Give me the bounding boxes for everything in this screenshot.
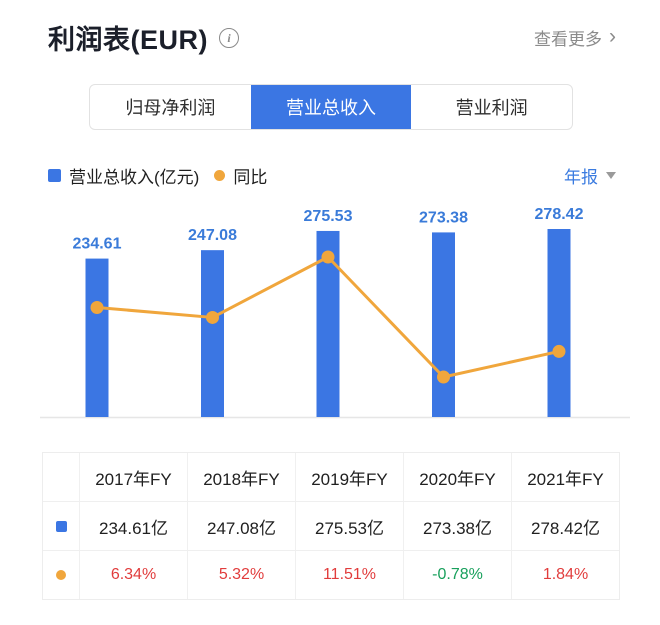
bar-2018年FY[interactable] xyxy=(201,250,224,417)
line-series-marker-icon xyxy=(56,570,66,580)
bar-2021年FY[interactable] xyxy=(547,229,571,417)
title-group: 利润表(EUR) i xyxy=(48,18,239,57)
chevron-down-icon xyxy=(606,172,616,179)
table-cell-yoy: 1.84% xyxy=(511,551,619,599)
yoy-point-2017年FY[interactable] xyxy=(90,300,104,314)
table-header-2017年FY: 2017年FY xyxy=(79,453,187,501)
yoy-point-2020年FY[interactable] xyxy=(437,370,450,384)
table-row-revenue: 234.61亿 247.08亿 275.53亿 273.38亿 278.42亿 xyxy=(43,501,619,550)
table-header-2018年FY: 2018年FY xyxy=(187,453,295,501)
yoy-point-2018年FY[interactable] xyxy=(206,310,219,324)
view-more-link[interactable]: 查看更多 › xyxy=(534,25,616,50)
tab-营业总收入[interactable]: 营业总收入 xyxy=(250,85,412,129)
table-cell-yoy: -0.78% xyxy=(403,551,511,599)
bar-value-label: 273.38 xyxy=(419,209,468,226)
view-more-label: 查看更多 xyxy=(534,30,602,49)
line-series-swatch-icon xyxy=(214,170,226,181)
bar-value-label: 278.42 xyxy=(535,206,584,223)
bar-line-chart[interactable]: 234.61 247.08 275.53 273.38 278.42 xyxy=(40,202,630,434)
table-cell-revenue: 278.42亿 xyxy=(511,502,619,550)
table-header-2019年FY: 2019年FY xyxy=(295,453,403,501)
table-cell-yoy: 6.34% xyxy=(79,551,187,599)
bar-value-label: 275.53 xyxy=(304,208,353,225)
table-header-2021年FY: 2021年FY xyxy=(511,453,619,501)
yoy-point-2021年FY[interactable] xyxy=(552,344,566,358)
table-row-yoy: 6.34% 5.32% 11.51% -0.78% 1.84% xyxy=(43,550,619,599)
table-marker-cell xyxy=(43,551,79,599)
data-table: 2017年FY 2018年FY 2019年FY 2020年FY 2021年FY 234.6… xyxy=(42,452,620,600)
period-selector[interactable]: 年报 xyxy=(564,163,616,188)
yoy-point-2019年FY[interactable] xyxy=(321,250,335,264)
table-cell-revenue: 234.61亿 xyxy=(79,502,187,550)
period-selector-value: 年报 xyxy=(564,168,598,187)
page-title: 利润表(EUR) xyxy=(48,25,208,55)
bar-2019年FY[interactable] xyxy=(316,230,340,417)
legend-row: 营业总收入(亿元) 同比 年报 xyxy=(48,163,616,188)
bar-value-label: 247.08 xyxy=(188,227,237,244)
bar-2017年FY[interactable] xyxy=(85,258,109,417)
chevron-right-icon: › xyxy=(609,25,616,48)
chart-legend: 营业总收入(亿元) 同比 xyxy=(48,163,267,188)
table-marker-cell xyxy=(43,502,79,550)
bar-value-label: 234.61 xyxy=(73,236,122,253)
bar-series-marker-icon xyxy=(55,520,67,532)
table-cell-yoy: 5.32% xyxy=(187,551,295,599)
table-cell-revenue: 275.53亿 xyxy=(295,502,403,550)
profit-statement-card: 利润表(EUR) i 查看更多 › 归母净利润 营业总收入 营业利润 营业总收入(亿… xyxy=(0,18,660,600)
card-header: 利润表(EUR) i 查看更多 › xyxy=(0,18,660,57)
table-cell-yoy: 11.51% xyxy=(295,551,403,599)
table-cell-revenue: 247.08亿 xyxy=(187,502,295,550)
tab-营业利润[interactable]: 营业利润 xyxy=(455,98,528,118)
bar-series-swatch-icon xyxy=(48,169,61,182)
info-icon[interactable]: i xyxy=(219,27,239,48)
table-cell-revenue: 273.38亿 xyxy=(403,502,511,550)
metric-tab-bar: 归母净利润 营业总收入 营业利润 xyxy=(89,84,573,130)
line-series-label: 同比 xyxy=(233,168,268,187)
tab-归母净利润[interactable]: 归母净利润 xyxy=(125,98,216,118)
table-header-row: 2017年FY 2018年FY 2019年FY 2020年FY 2021年FY xyxy=(43,453,619,501)
bar-series-label: 营业总收入(亿元) xyxy=(69,168,200,187)
bar-2020年FY[interactable] xyxy=(432,232,455,417)
table-corner-cell xyxy=(43,453,79,501)
table-header-2020年FY: 2020年FY xyxy=(403,453,511,501)
